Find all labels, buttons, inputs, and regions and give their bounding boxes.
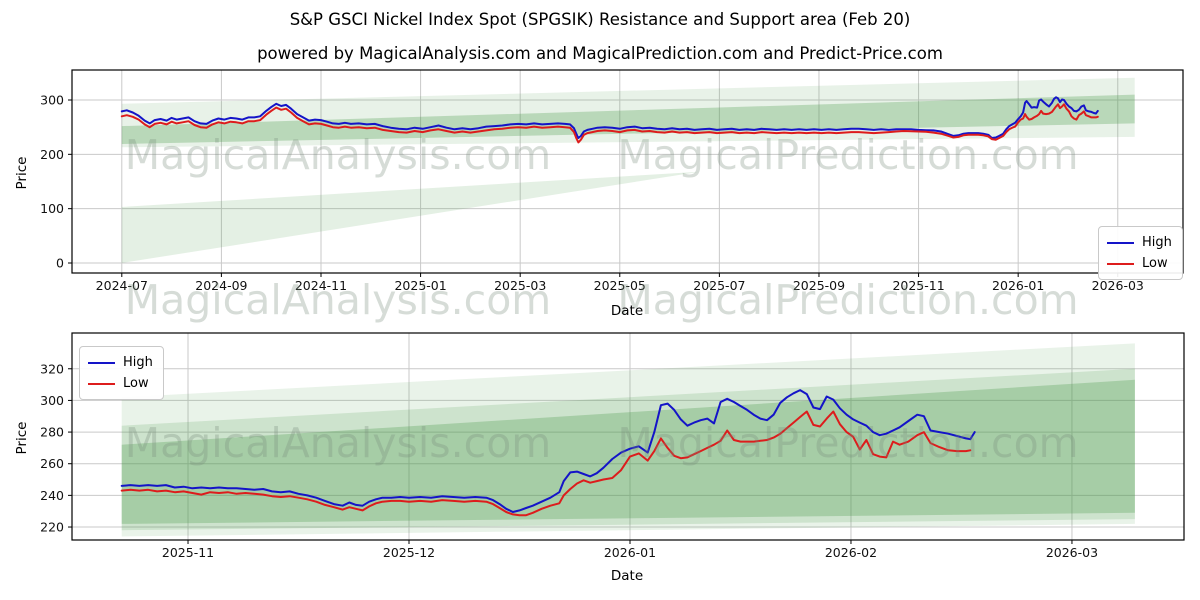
y-tick-label: 220 [40, 520, 64, 535]
legend-label: Low [123, 376, 149, 391]
legend-entry-low: Low [88, 373, 153, 394]
legend-bottom-chart: High Low [79, 346, 164, 400]
legend-line-swatch [1107, 241, 1134, 244]
x-axis-label-bottom: Date [610, 568, 644, 584]
detail-chart: 2025-11 2025-12 2026-01 2026-02 2026-03 220 24… [40, 332, 1185, 560]
area-band-lightest [121, 343, 1135, 537]
legend-entry-high: High [88, 352, 153, 373]
legend-entry-high: High [1107, 232, 1172, 253]
legend-line-swatch [1107, 262, 1134, 265]
y-axis-label-bottom: Price [14, 421, 30, 455]
y-tick-label: 300 [40, 393, 64, 408]
x-tick-label: 2024-11 [295, 278, 347, 293]
x-axis-label-top: Date [610, 303, 644, 319]
series-line-low [120, 103, 1099, 144]
legend-line-swatch [88, 361, 115, 364]
x-tick-label: 2025-12 [383, 545, 435, 560]
overview-chart: 2024-07 2024-09 2024-11 2025-01 2025-03 2025-… [40, 69, 1184, 293]
x-tick-label: 2024-09 [195, 278, 247, 293]
y-tick-label: 320 [40, 361, 64, 376]
x-tick-label: 2025-01 [394, 278, 446, 293]
y-tick-label: 240 [40, 488, 64, 503]
y-tick-label: 300 [40, 92, 64, 107]
area-resistance-medium [121, 94, 1135, 144]
series-line-high [120, 389, 976, 513]
x-tick-label: 2026-03 [1046, 545, 1098, 560]
x-tick-label: 2026-01 [604, 545, 656, 560]
legend-entry-low: Low [1107, 253, 1172, 274]
x-tick-label: 2025-05 [594, 278, 646, 293]
chart-subtitle: powered by MagicalAnalysis.com and Magic… [257, 44, 943, 63]
x-tick-label: 2026-01 [992, 278, 1044, 293]
area-support-wedge [121, 171, 700, 263]
x-tick-label: 2025-11 [162, 545, 214, 560]
legend-label: High [1142, 235, 1172, 250]
legend-label: High [123, 355, 153, 370]
y-tick-label: 100 [40, 201, 64, 216]
x-tick-label: 2025-03 [494, 278, 546, 293]
x-tick-label: 2025-11 [892, 278, 944, 293]
series-line-high [120, 96, 1099, 139]
legend-line-swatch [88, 382, 115, 385]
legend-label: Low [1142, 256, 1168, 271]
axes-frame [71, 69, 1184, 274]
chart-title: S&P GSCI Nickel Index Spot (SPGSIK) Resi… [289, 10, 911, 29]
y-tick-label: 280 [40, 425, 64, 440]
legend-top-chart: High Low [1098, 226, 1183, 280]
y-axis-label-top: Price [14, 156, 30, 190]
y-tick-label: 260 [40, 456, 64, 471]
axes-frame [71, 332, 1185, 541]
x-tick-label: 2025-07 [693, 278, 745, 293]
y-tick-label: 200 [40, 147, 64, 162]
y-tick-label: 0 [56, 256, 64, 271]
x-tick-label: 2024-07 [96, 278, 148, 293]
x-tick-label: 2025-09 [793, 278, 845, 293]
x-tick-label: 2026-03 [1092, 278, 1144, 293]
area-band-medium [121, 379, 1135, 524]
series-line-low [120, 410, 972, 517]
x-tick-label: 2026-02 [825, 545, 877, 560]
